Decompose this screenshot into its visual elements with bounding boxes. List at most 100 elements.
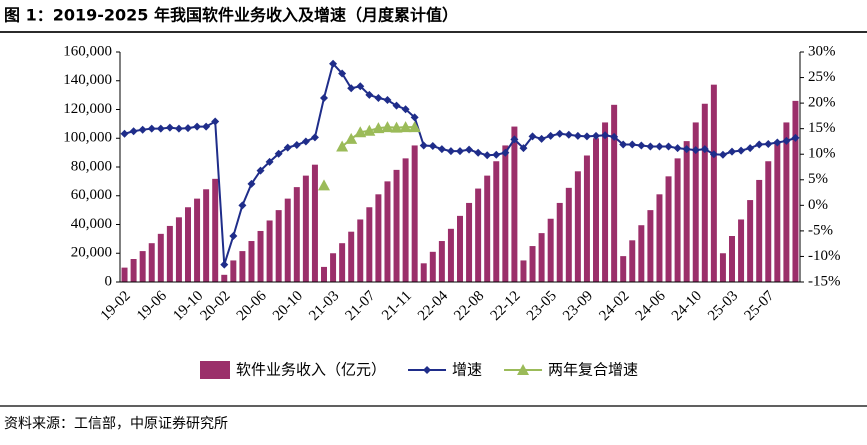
x-tick-label: 21-07 [343, 288, 379, 324]
line-marker [265, 157, 274, 166]
y-tick-label: 20,000 [71, 245, 112, 261]
line-marker [120, 129, 129, 138]
line-marker [345, 132, 358, 144]
line-marker [428, 142, 437, 151]
bar [348, 231, 355, 282]
bar [457, 215, 463, 282]
bar [547, 218, 554, 282]
line-marker [728, 147, 736, 156]
bar [420, 263, 427, 282]
bar [529, 246, 536, 282]
line-marker [510, 135, 519, 144]
bar [756, 179, 763, 282]
bar [565, 187, 572, 282]
line-marker [165, 123, 174, 132]
bar [783, 122, 790, 282]
bar [230, 260, 237, 282]
y-tick-label: 80,000 [71, 158, 112, 174]
line-marker [564, 130, 573, 139]
line-marker [419, 141, 428, 150]
x-tick-label: 24-10 [669, 288, 705, 324]
line-marker [691, 146, 700, 155]
line-marker [338, 69, 347, 78]
bar [611, 104, 618, 283]
line-marker [646, 142, 655, 151]
line-marker [202, 122, 211, 131]
line-marker [791, 133, 800, 142]
bar [330, 253, 337, 282]
line-marker [220, 260, 229, 269]
line-marker [336, 140, 349, 152]
line-marker [474, 148, 483, 157]
line-marker [573, 131, 582, 140]
bar [221, 274, 228, 282]
bar [357, 219, 364, 282]
bar [701, 103, 708, 282]
x-tick-label: 22-04 [415, 288, 451, 324]
x-tick-label: 20-06 [234, 288, 270, 324]
bar [384, 181, 391, 282]
bar [538, 233, 545, 282]
line-marker [347, 84, 356, 93]
line-marker [682, 145, 691, 154]
bar [266, 220, 273, 282]
bar [302, 175, 309, 282]
line-marker [764, 140, 773, 148]
bar [148, 243, 155, 282]
bar [475, 188, 482, 282]
legend-label: 增速 [452, 361, 482, 379]
y2-tick-label: -10% [808, 248, 841, 264]
line-marker [310, 133, 319, 142]
bar [339, 243, 346, 282]
line-marker [138, 125, 147, 134]
legend-label: 两年复合增速 [548, 361, 638, 379]
line-marker [673, 144, 682, 153]
line-marker [546, 131, 555, 140]
bar [656, 194, 663, 282]
x-tick-label: 23-05 [524, 288, 560, 324]
x-tick-label: 25-07 [741, 288, 777, 324]
line-marker [372, 122, 385, 134]
bar [275, 210, 282, 282]
y-tick-label: 120,000 [63, 101, 112, 117]
legend-label: 软件业务收入（亿元） [236, 361, 386, 379]
line-marker [247, 179, 256, 188]
y-tick-label: 0 [105, 273, 113, 289]
line-marker [755, 140, 764, 149]
x-tick-label: 20-02 [197, 288, 233, 324]
bar [484, 175, 491, 282]
bar [130, 259, 137, 282]
line-marker [408, 121, 421, 133]
bar [203, 189, 210, 282]
legend-swatch [200, 361, 230, 379]
bar [719, 253, 726, 282]
line-marker [147, 124, 156, 133]
bar [674, 158, 681, 282]
bar [765, 161, 772, 282]
bar [175, 217, 182, 282]
line-marker [773, 138, 782, 147]
bar [284, 198, 291, 282]
line-marker [174, 124, 183, 133]
line-marker [301, 137, 310, 146]
bar [139, 251, 146, 282]
line-marker [483, 151, 492, 160]
y-tick-label: 40,000 [71, 216, 112, 232]
x-tick-label: 24-06 [633, 288, 669, 324]
bar [638, 225, 645, 282]
bar [447, 228, 454, 282]
x-tick-label: 22-12 [488, 288, 524, 324]
bar [257, 230, 264, 282]
bar [402, 158, 409, 282]
line-marker [129, 127, 138, 136]
line-marker [410, 113, 419, 122]
y2-tick-label: 20% [808, 95, 836, 111]
bar [121, 267, 128, 282]
line-marker [601, 131, 610, 140]
line-marker [519, 144, 528, 153]
bar [466, 202, 473, 282]
chart-title: 图 1：2019-2025 年我国软件业务收入及增速（月度累计值） [4, 6, 458, 25]
bar [429, 251, 436, 282]
line-marker [229, 232, 238, 240]
